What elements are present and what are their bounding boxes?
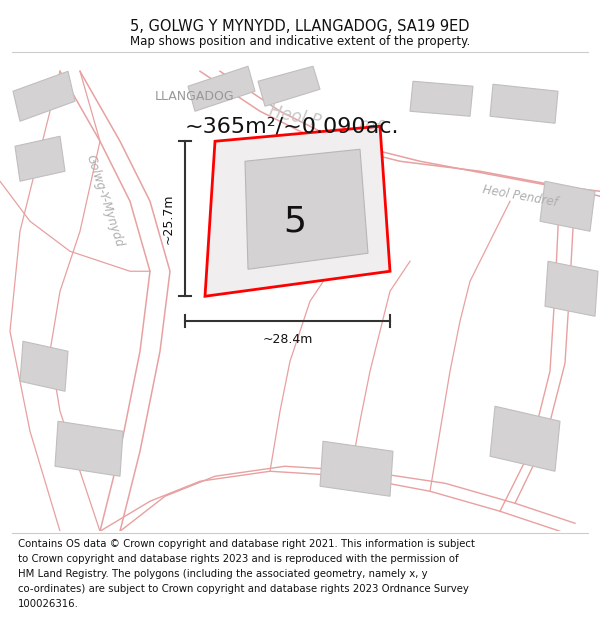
Text: HM Land Registry. The polygons (including the associated geometry, namely x, y: HM Land Registry. The polygons (includin… (18, 569, 428, 579)
Text: ~28.4m: ~28.4m (262, 332, 313, 346)
Polygon shape (410, 81, 473, 116)
Polygon shape (15, 136, 65, 181)
Text: co-ordinates) are subject to Crown copyright and database rights 2023 Ordnance S: co-ordinates) are subject to Crown copyr… (18, 584, 469, 594)
Polygon shape (540, 181, 595, 231)
Text: Map shows position and indicative extent of the property.: Map shows position and indicative extent… (130, 36, 470, 48)
Text: 100026316.: 100026316. (18, 599, 79, 609)
Text: Heol P: Heol P (268, 102, 323, 131)
Text: Contains OS data © Crown copyright and database right 2021. This information is : Contains OS data © Crown copyright and d… (18, 539, 475, 549)
Text: ~365m²/~0.090ac.: ~365m²/~0.090ac. (185, 116, 400, 136)
Polygon shape (545, 261, 598, 316)
Polygon shape (490, 406, 560, 471)
Text: 5, GOLWG Y MYNYDD, LLANGADOG, SA19 9ED: 5, GOLWG Y MYNYDD, LLANGADOG, SA19 9ED (130, 19, 470, 34)
Text: to Crown copyright and database rights 2023 and is reproduced with the permissio: to Crown copyright and database rights 2… (18, 554, 458, 564)
Polygon shape (258, 66, 320, 106)
Text: LLANGADOG: LLANGADOG (155, 90, 235, 103)
Text: ref: ref (357, 115, 383, 138)
Polygon shape (320, 441, 393, 496)
Polygon shape (188, 66, 255, 111)
Polygon shape (55, 421, 123, 476)
Polygon shape (13, 71, 75, 121)
Polygon shape (490, 84, 558, 123)
Polygon shape (245, 149, 368, 269)
Text: ~25.7m: ~25.7m (162, 194, 175, 244)
Polygon shape (205, 126, 390, 296)
Polygon shape (20, 341, 68, 391)
Text: 5: 5 (284, 204, 307, 238)
Text: Heol Pendref: Heol Pendref (481, 183, 559, 209)
Text: Golwg-Y-Mynydd: Golwg-Y-Mynydd (84, 153, 126, 249)
